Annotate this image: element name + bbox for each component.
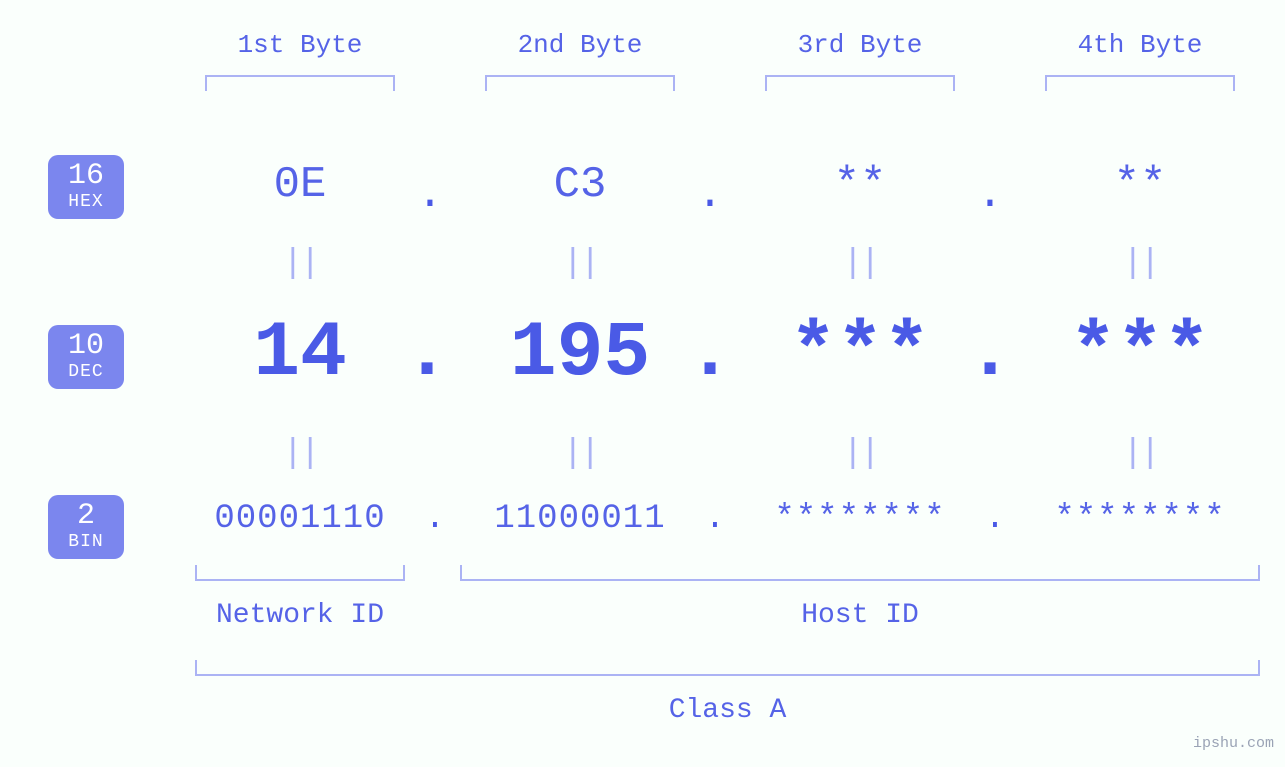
dec-badge: 10 DEC xyxy=(48,325,124,389)
hex-dot-3: . xyxy=(970,170,1010,220)
dec-byte-4: *** xyxy=(1020,310,1260,398)
dec-byte-2: 195 xyxy=(460,310,700,398)
eq-1-2: || xyxy=(460,245,700,283)
bin-dot-1: . xyxy=(415,500,455,538)
hex-dot-1: . xyxy=(410,170,450,220)
eq-2-4: || xyxy=(1020,435,1260,473)
network-id-bracket xyxy=(195,565,405,581)
host-id-label: Host ID xyxy=(460,600,1260,631)
bin-badge-num: 2 xyxy=(48,501,124,531)
top-bracket-2 xyxy=(485,75,675,91)
dec-byte-1: 14 xyxy=(180,310,420,398)
eq-2-3: || xyxy=(740,435,980,473)
watermark: ipshu.com xyxy=(1193,735,1274,752)
byte-header-2: 2nd Byte xyxy=(460,30,700,60)
ip-diagram: 1st Byte 2nd Byte 3rd Byte 4th Byte 16 H… xyxy=(0,0,1285,767)
class-label: Class A xyxy=(195,695,1260,726)
network-id-label: Network ID xyxy=(195,600,405,631)
hex-badge-label: HEX xyxy=(48,193,124,211)
bin-byte-4: ******** xyxy=(1020,500,1260,538)
dec-dot-3: . xyxy=(965,310,1015,398)
bin-dot-2: . xyxy=(695,500,735,538)
dec-byte-3: *** xyxy=(740,310,980,398)
eq-2-2: || xyxy=(460,435,700,473)
bin-byte-1: 00001110 xyxy=(180,500,420,538)
eq-1-4: || xyxy=(1020,245,1260,283)
eq-1-3: || xyxy=(740,245,980,283)
byte-header-3: 3rd Byte xyxy=(740,30,980,60)
byte-header-4: 4th Byte xyxy=(1020,30,1260,60)
hex-badge: 16 HEX xyxy=(48,155,124,219)
hex-byte-3: ** xyxy=(740,160,980,210)
byte-header-1: 1st Byte xyxy=(180,30,420,60)
dec-dot-1: . xyxy=(402,310,452,398)
hex-dot-2: . xyxy=(690,170,730,220)
eq-1-1: || xyxy=(180,245,420,283)
bin-byte-2: 11000011 xyxy=(460,500,700,538)
eq-2-1: || xyxy=(180,435,420,473)
host-id-bracket xyxy=(460,565,1260,581)
bin-byte-3: ******** xyxy=(740,500,980,538)
bin-dot-3: . xyxy=(975,500,1015,538)
top-bracket-3 xyxy=(765,75,955,91)
class-bracket xyxy=(195,660,1260,676)
bin-badge-label: BIN xyxy=(48,533,124,551)
dec-badge-label: DEC xyxy=(48,363,124,381)
dec-dot-2: . xyxy=(685,310,735,398)
hex-badge-num: 16 xyxy=(48,161,124,191)
top-bracket-4 xyxy=(1045,75,1235,91)
top-bracket-1 xyxy=(205,75,395,91)
dec-badge-num: 10 xyxy=(48,331,124,361)
hex-byte-2: C3 xyxy=(460,160,700,210)
hex-byte-4: ** xyxy=(1020,160,1260,210)
bin-badge: 2 BIN xyxy=(48,495,124,559)
hex-byte-1: 0E xyxy=(180,160,420,210)
